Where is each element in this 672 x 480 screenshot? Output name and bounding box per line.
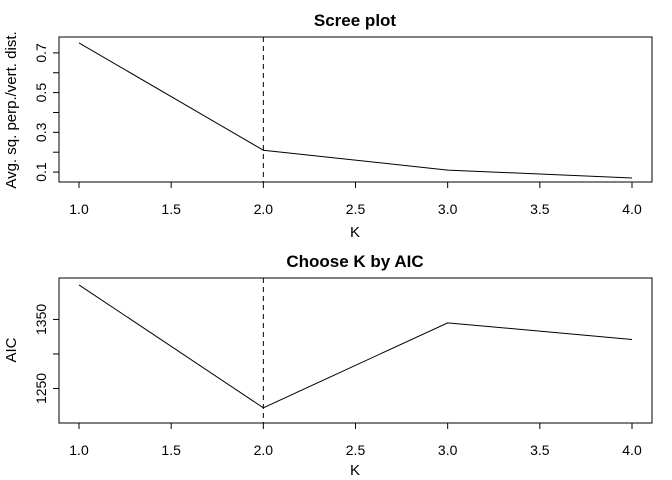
y-tick-label: 1250: [33, 373, 49, 404]
x-tick-label: 2.5: [346, 442, 366, 458]
y-tick-label: 0.3: [33, 122, 49, 142]
x-axis: 1.0 1.5 2.0 2.5 3.0 3.5 4.0: [69, 181, 642, 217]
plot-marks: [78, 37, 633, 182]
x-tick-label: 1.0: [69, 201, 89, 217]
y-tick-label: 0.7: [33, 43, 49, 63]
y-tick-label: 0.1: [33, 162, 49, 182]
panel-scree: Scree plot 1.0 1.5 2.0 2.5 3.0 3.5 4.0 0.10.30…: [3, 11, 653, 241]
x-tick-label: 1.5: [161, 442, 181, 458]
x-tick-label: 2.5: [346, 201, 366, 217]
y-tick-label: 0.5: [33, 83, 49, 103]
x-axis: 1.0 1.5 2.0 2.5 3.0 3.5 4.0: [69, 422, 642, 458]
x-tick-label: 2.0: [254, 442, 274, 458]
y-axis: 1250 1350: [33, 304, 60, 404]
x-tick-label: 3.5: [530, 442, 550, 458]
x-tick-label: 1.0: [69, 442, 89, 458]
series-line: [78, 284, 633, 409]
chart-title: Choose K by AIC: [286, 252, 423, 271]
plot-frame: [58, 277, 653, 424]
x-tick-label: 4.0: [622, 442, 642, 458]
x-tick-label: 1.5: [161, 201, 181, 217]
x-tick-label: 3.5: [530, 201, 550, 217]
x-tick-label: 3.0: [438, 442, 458, 458]
x-tick-label: 4.0: [622, 201, 642, 217]
y-axis-label: Avg. sq. perp./vert. dist.: [3, 31, 20, 188]
x-tick-label: 3.0: [438, 201, 458, 217]
plot-marks: [78, 278, 633, 423]
x-tick-label: 2.0: [254, 201, 274, 217]
y-tick-label: 1350: [33, 304, 49, 335]
y-axis-label: AIC: [3, 337, 20, 362]
series-line: [78, 42, 633, 179]
panel-aic: Choose K by AIC 1.0 1.5 2.0 2.5 3.0 3.5 4.0 12…: [3, 252, 653, 479]
x-axis-label: K: [350, 462, 360, 479]
x-axis-label: K: [350, 224, 360, 241]
chart-title: Scree plot: [314, 11, 397, 30]
y-axis: 0.1 0.3 0.5 0.7: [33, 43, 60, 182]
